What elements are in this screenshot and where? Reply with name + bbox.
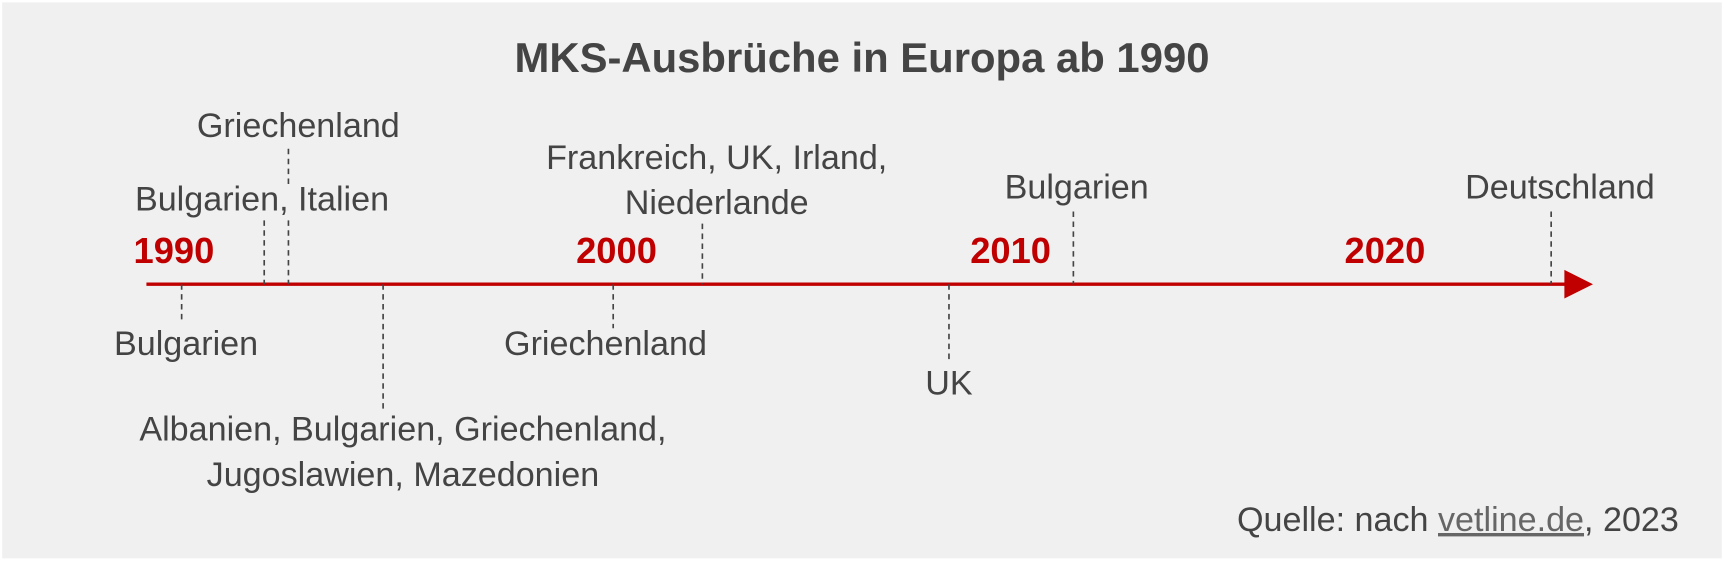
event-label: Bulgarien <box>1005 169 1149 207</box>
year-label: 1990 <box>134 230 215 271</box>
source: Quelle: nach vetline.de, 2023 <box>1237 501 1679 539</box>
source-link[interactable]: vetline.de <box>1438 501 1584 539</box>
title: MKS-Ausbrüche in Europa ab 1990 <box>515 34 1210 81</box>
event-label: Niederlande <box>625 184 809 222</box>
year-label: 2020 <box>1345 230 1426 271</box>
event-label: Griechenland <box>197 107 400 145</box>
event-label: Bulgarien, Italien <box>135 181 389 219</box>
event-label: Griechenland <box>504 325 707 363</box>
event-label: UK <box>925 364 973 402</box>
axis-arrow <box>1564 269 1593 299</box>
event-label: Frankreich, UK, Irland, <box>546 139 887 177</box>
event-label: Deutschland <box>1465 169 1655 207</box>
event-label: Jugoslawien, Mazedonien <box>207 456 600 494</box>
event-label: Albanien, Bulgarien, Griechenland, <box>139 411 666 449</box>
year-label: 2000 <box>576 230 657 271</box>
source-prefix: Quelle: nach <box>1237 501 1429 539</box>
year-label: 2010 <box>970 230 1051 271</box>
event-label: Bulgarien <box>114 325 258 363</box>
source-suffix: , 2023 <box>1584 501 1679 539</box>
